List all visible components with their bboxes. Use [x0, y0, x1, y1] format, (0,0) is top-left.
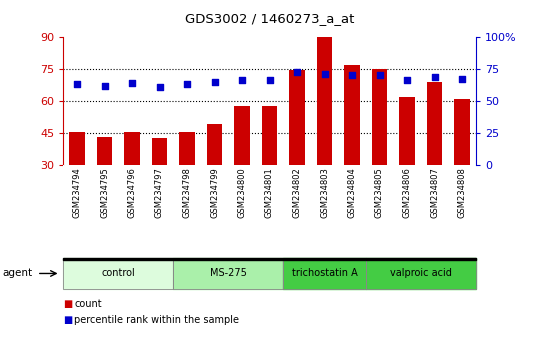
Text: GSM234795: GSM234795 [100, 167, 109, 218]
Bar [207, 124, 222, 165]
Bar [262, 106, 277, 165]
Text: GSM234802: GSM234802 [293, 167, 301, 218]
Point [293, 69, 301, 74]
Text: GSM234796: GSM234796 [128, 167, 136, 218]
Point [155, 84, 164, 90]
Point [183, 81, 191, 87]
Point [128, 80, 136, 86]
Bar [234, 106, 250, 165]
Text: GSM234800: GSM234800 [238, 167, 246, 218]
Bar [124, 132, 140, 165]
Point [348, 73, 356, 78]
Text: GSM234797: GSM234797 [155, 167, 164, 218]
Bar [344, 65, 360, 165]
Text: GSM234807: GSM234807 [430, 167, 439, 218]
Text: GSM234808: GSM234808 [458, 167, 466, 218]
Text: GSM234805: GSM234805 [375, 167, 384, 218]
Point [320, 71, 329, 77]
Bar [179, 132, 195, 165]
Point [73, 81, 81, 87]
Point [238, 78, 246, 83]
Text: agent: agent [3, 268, 33, 279]
Point [403, 78, 411, 83]
Text: GSM234801: GSM234801 [265, 167, 274, 218]
Bar [454, 99, 470, 165]
Point [100, 83, 109, 88]
Bar [97, 137, 112, 165]
Point [458, 76, 466, 82]
Bar [372, 69, 387, 165]
Text: GSM234794: GSM234794 [73, 167, 81, 218]
Point [430, 74, 439, 80]
Point [210, 79, 219, 85]
Bar [317, 37, 332, 165]
Text: GSM234803: GSM234803 [320, 167, 329, 218]
Bar [427, 82, 442, 165]
Point [375, 73, 384, 78]
Bar [152, 138, 167, 165]
Text: GSM234804: GSM234804 [348, 167, 356, 218]
Text: GSM234806: GSM234806 [403, 167, 411, 218]
Bar [69, 132, 85, 165]
Bar [289, 70, 305, 165]
Text: trichostatin A: trichostatin A [292, 268, 358, 279]
Text: ■: ■ [63, 315, 73, 325]
Text: percentile rank within the sample: percentile rank within the sample [74, 315, 239, 325]
Point [265, 78, 274, 83]
Text: GSM234799: GSM234799 [210, 167, 219, 218]
Bar [399, 97, 415, 165]
Text: control: control [101, 268, 135, 279]
Text: MS-275: MS-275 [210, 268, 247, 279]
Text: ■: ■ [63, 299, 73, 309]
Text: GSM234798: GSM234798 [183, 167, 191, 218]
Text: GDS3002 / 1460273_a_at: GDS3002 / 1460273_a_at [185, 12, 354, 25]
Text: valproic acid: valproic acid [390, 268, 452, 279]
Text: count: count [74, 299, 102, 309]
